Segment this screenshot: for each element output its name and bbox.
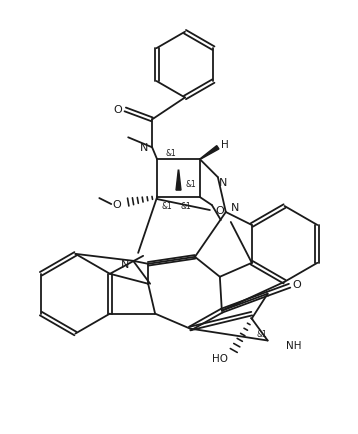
Text: &1: &1 <box>180 201 191 210</box>
Polygon shape <box>200 146 219 160</box>
Text: N: N <box>140 143 148 153</box>
Text: HO: HO <box>212 354 228 364</box>
Text: &1: &1 <box>256 329 267 338</box>
Text: &1: &1 <box>166 148 176 158</box>
Text: O: O <box>292 279 301 289</box>
Text: O: O <box>114 105 122 115</box>
Text: &1: &1 <box>162 201 173 210</box>
Polygon shape <box>176 171 181 191</box>
Text: N: N <box>219 178 227 187</box>
Text: N: N <box>231 203 239 213</box>
Text: O: O <box>216 206 224 216</box>
Text: NH: NH <box>286 341 301 351</box>
Text: &1: &1 <box>185 179 196 188</box>
Text: H: H <box>221 140 229 150</box>
Text: O: O <box>113 200 122 210</box>
Text: N: N <box>121 259 129 269</box>
